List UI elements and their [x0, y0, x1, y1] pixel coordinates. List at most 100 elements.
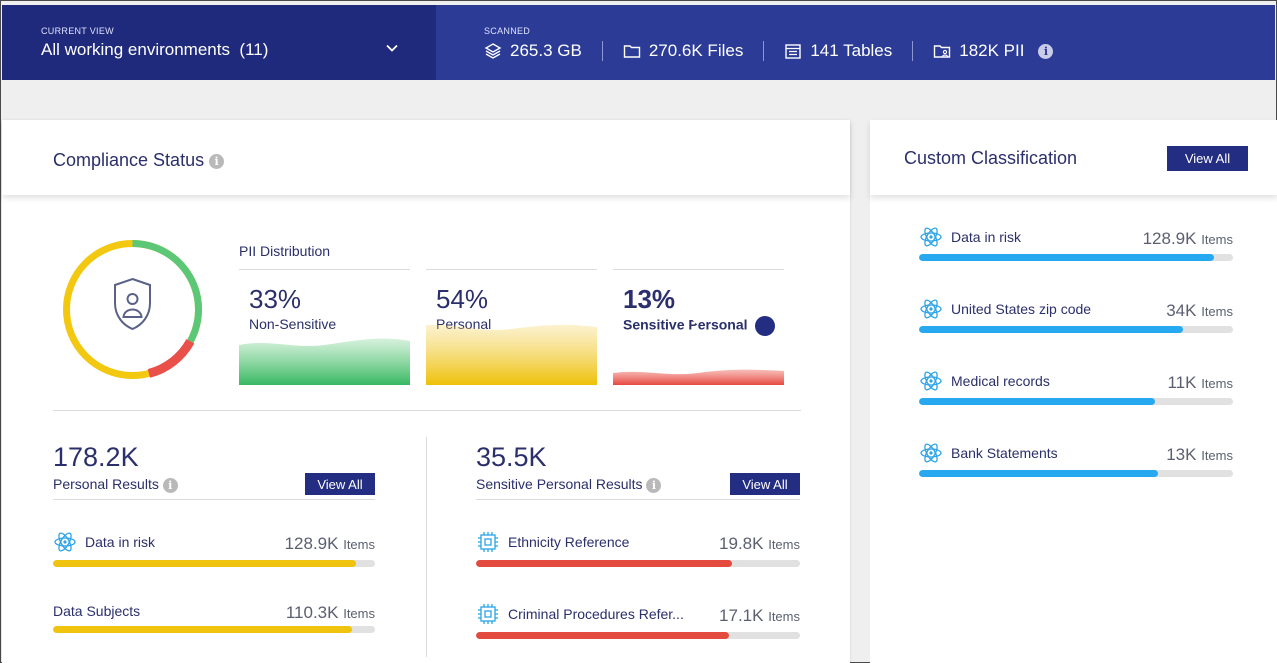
personal-row-data-in-risk[interactable]: Data in risk: [53, 530, 155, 554]
donut-segment-sensitive: [147, 338, 195, 378]
row-value-unit: Items: [768, 537, 800, 552]
custom-view-all-button[interactable]: View All: [1167, 146, 1248, 171]
row-value-number: 110.3K: [285, 603, 339, 622]
stat-size: 265.3 GB: [484, 41, 582, 61]
custom-classification-title: Custom Classification: [904, 148, 1078, 168]
row-label: Data in risk: [951, 229, 1022, 245]
info-icon[interactable]: i: [209, 153, 225, 169]
progress-bar: [919, 398, 1233, 405]
stat-tables: 141 Tables: [784, 41, 892, 61]
row-label-group: United States zip code: [919, 297, 1091, 321]
open-link-icon[interactable]: [690, 286, 776, 336]
progress-bar: [476, 560, 800, 567]
row-value: 19.8K Items: [680, 534, 800, 554]
progress-bar: [919, 326, 1233, 333]
row-label: Bank Statements: [951, 445, 1058, 461]
current-view-label: All working environments: [41, 40, 230, 59]
scanned-stats: 265.3 GB 270.6K Files 141 Tables 182K PI…: [484, 40, 1054, 62]
sensitive-row-criminal-procedures[interactable]: Criminal Procedures Refer...: [476, 602, 684, 626]
stat-pii: 182K PII i: [933, 41, 1054, 61]
current-view-caption: CURRENT VIEW: [41, 26, 114, 36]
folder-icon: [623, 45, 641, 58]
shield-person-icon: [114, 277, 151, 331]
progress-fill: [919, 254, 1215, 261]
row-value-unit: Items: [1201, 376, 1233, 391]
divider: [912, 41, 914, 61]
personal-row-data-subjects[interactable]: Data Subjects: [53, 603, 140, 619]
row-value-number: 128.9K: [284, 534, 339, 553]
row-value: 128.9K Items: [255, 534, 375, 554]
sensitive-results-count: 35.5K: [476, 442, 547, 472]
pii-distribution-title: PII Distribution: [239, 243, 331, 259]
stat-files: 270.6K Files: [623, 41, 744, 61]
current-view-value: All working environments (11): [41, 40, 268, 60]
stat-size-value: 265.3 GB: [510, 41, 582, 60]
pii-label-text: Sensitive Personal: [623, 316, 748, 333]
divider: [53, 499, 375, 500]
info-icon[interactable]: i: [1038, 43, 1054, 59]
progress-bar: [919, 470, 1233, 477]
pii-card-sensitive[interactable]: 13% Sensitive Personal: [613, 269, 784, 385]
sensitive-results-label-text: Sensitive Personal Results: [476, 476, 643, 492]
row-label-group: Medical records: [919, 369, 1050, 393]
info-icon[interactable]: i: [646, 477, 662, 493]
row-value: 17.1K Items: [680, 606, 800, 626]
custom-classification-header: Custom Classification View All: [870, 120, 1277, 195]
pii-card-non-sensitive[interactable]: 33% Non-Sensitive: [239, 269, 410, 385]
personal-results-count: 178.2K: [53, 442, 139, 472]
row-value-unit: Items: [768, 609, 800, 624]
progress-bar: [53, 626, 375, 633]
stat-pii-value: 182K PII: [959, 41, 1025, 60]
progress-bar: [919, 254, 1233, 261]
pii-label: Sensitive Personal: [623, 286, 776, 336]
personal-view-all-button[interactable]: View All: [305, 473, 375, 495]
row-label-group: Bank Statements: [919, 441, 1058, 465]
layers-icon: [484, 43, 502, 59]
sensitive-view-all-button[interactable]: View All: [730, 473, 800, 495]
info-icon[interactable]: i: [162, 477, 178, 493]
divider: [476, 499, 800, 500]
donut-segment-non-sensitive: [132, 240, 202, 343]
row-label: Data Subjects: [53, 603, 141, 619]
pii-folder-icon: [934, 45, 951, 58]
progress-fill: [53, 626, 353, 633]
row-label: Data in risk: [85, 534, 156, 550]
row-label-group: Data in risk: [919, 225, 1021, 249]
row-label: Criminal Procedures Refer...: [508, 606, 684, 622]
chip-icon: [478, 604, 498, 624]
progress-fill: [53, 560, 356, 567]
compliance-status-panel: Compliance Status i PII Distribution 33%…: [2, 120, 850, 663]
pii-pct: 33%: [249, 284, 302, 314]
panel-title-text: Compliance Status: [53, 150, 205, 170]
section-divider: [53, 410, 801, 411]
top-bar: CURRENT VIEW All working environments (1…: [2, 5, 1275, 80]
pii-pct: 54%: [436, 284, 489, 314]
personal-results-label-text: Personal Results: [53, 476, 159, 492]
atom-icon: [920, 299, 942, 319]
row-value: 34K Items: [1113, 301, 1233, 321]
sensitive-row-ethnicity[interactable]: Ethnicity Reference: [476, 530, 629, 554]
row-value-number: 19.8K: [719, 534, 764, 553]
progress-fill: [919, 326, 1183, 333]
custom-classification-panel: Custom Classification View All Data in r…: [870, 120, 1277, 663]
row-value-number: 34K: [1166, 301, 1197, 320]
row-value-number: 13K: [1166, 445, 1197, 464]
chip-icon: [478, 532, 498, 552]
divider: [763, 41, 765, 61]
pii-card-personal[interactable]: 54% Personal: [426, 269, 597, 385]
compliance-donut: [63, 240, 202, 379]
row-value-number: 128.9K: [1142, 229, 1197, 248]
row-label: Ethnicity Reference: [508, 534, 630, 550]
row-value-number: 17.1K: [719, 606, 764, 625]
progress-bar: [476, 632, 800, 639]
progress-fill: [919, 398, 1155, 405]
current-view-count: (11): [239, 40, 269, 59]
current-view-selector[interactable]: CURRENT VIEW All working environments (1…: [2, 5, 436, 80]
row-value: 13K Items: [1113, 445, 1233, 465]
progress-fill: [476, 632, 729, 639]
chevron-down-icon[interactable]: [385, 41, 399, 55]
atom-icon: [920, 371, 942, 391]
stat-tables-value: 141 Tables: [810, 41, 893, 60]
row-value: 110.3K Items: [255, 603, 375, 623]
stat-files-value: 270.6K Files: [648, 41, 744, 60]
